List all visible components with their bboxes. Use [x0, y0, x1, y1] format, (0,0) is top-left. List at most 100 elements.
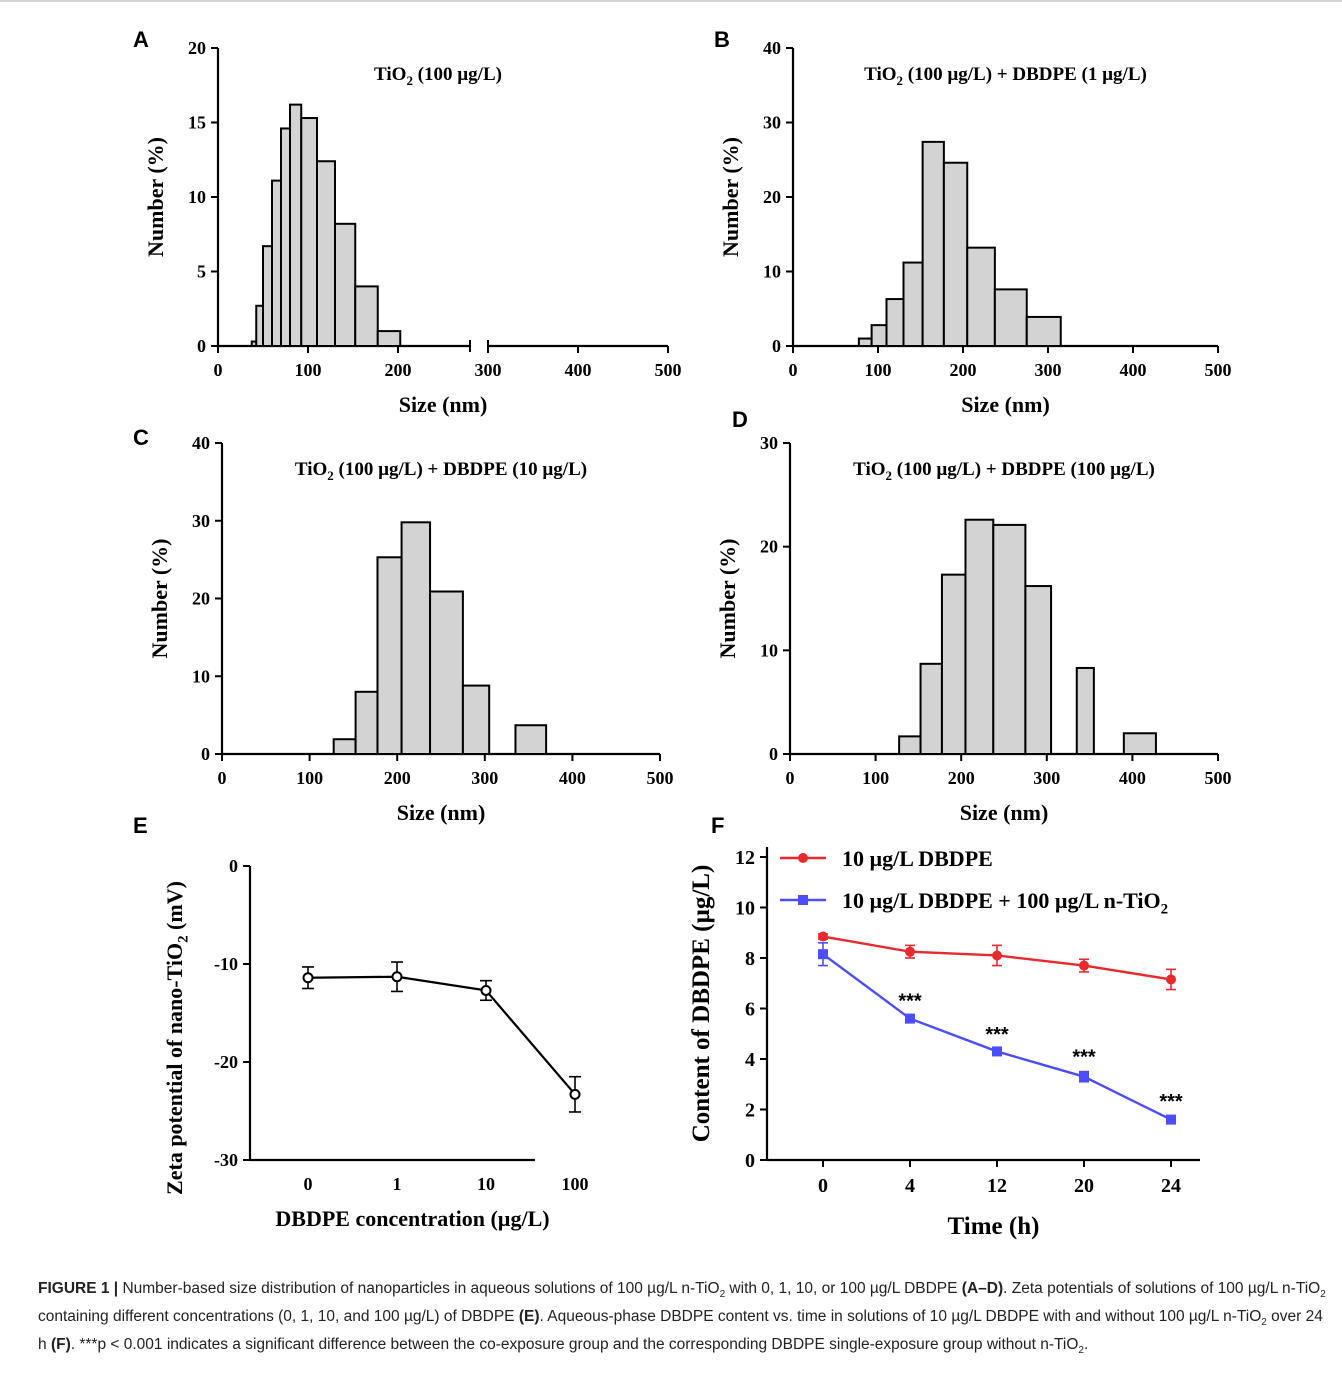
histogram-bar [514, 724, 548, 755]
y-tick-label: 0 [201, 744, 210, 764]
x-tick-label: 300 [471, 768, 498, 788]
data-point [905, 946, 915, 957]
data-point [992, 950, 1002, 961]
y-tick-label: 10 [763, 262, 781, 282]
x-tick-label: 200 [385, 360, 412, 380]
panel-letter: E [133, 813, 148, 838]
histogram-bar [354, 285, 379, 347]
x-tick-label: 300 [1035, 360, 1062, 380]
histogram-bar [271, 179, 282, 347]
x-tick-label: 0 [214, 360, 223, 380]
y-tick-label: 2 [745, 1100, 755, 1122]
y-tick-label: 0 [769, 744, 778, 764]
y-tick-label: 0 [772, 336, 781, 356]
x-tick-label: 300 [1033, 768, 1060, 788]
data-point [569, 1088, 581, 1100]
significance-marker: *** [1159, 1091, 1183, 1113]
panel-e: E 0 -10 -20 -30 0 1 10 100 DBDPE concentration (µ… [133, 813, 589, 1231]
y-tick-label: 6 [745, 999, 755, 1021]
histogram-bar [376, 556, 403, 755]
y-tick-label: 30 [192, 511, 210, 531]
caption-text-7: . ***p < 0.001 indicates a significant d… [70, 1336, 1079, 1354]
histogram-bar [1025, 315, 1062, 348]
caption-sub-2: 2 [1320, 1289, 1326, 1301]
panel-letter: C [133, 425, 149, 450]
histogram-bar [857, 337, 873, 347]
histogram-bar [870, 324, 888, 348]
panel-letter: B [714, 27, 730, 52]
chart-title: TiO2​ (100 µg/L) [374, 64, 502, 88]
x-axis-label: Size (nm) [960, 800, 1049, 825]
x-axis-label: Size (nm) [399, 392, 488, 417]
x-tick-label: 100 [296, 768, 323, 788]
histogram-bar [429, 590, 464, 755]
y-tick-label: 20 [188, 38, 206, 58]
data-point [1166, 974, 1176, 985]
x-tick-label: 100 [865, 360, 892, 380]
x-tick-label: 0 [789, 360, 798, 380]
histogram-bar [885, 298, 905, 348]
y-axis-label: Content of DBDPE (µg/L) [688, 865, 715, 1143]
x-tick-label: 24 [1161, 1175, 1181, 1197]
histogram-bar [921, 140, 945, 347]
y-tick-label: 20 [763, 187, 781, 207]
x-tick-label: 400 [1119, 768, 1146, 788]
histogram-bar [1075, 666, 1095, 755]
y-axis-label: Number (%) [718, 137, 743, 257]
caption-text-4: containing different concentrations (0, … [38, 1308, 519, 1326]
histogram-bar [992, 523, 1027, 755]
x-tick-label: 0 [218, 768, 227, 788]
x-tick-label: 300 [475, 360, 502, 380]
histogram-bar [942, 161, 969, 347]
x-tick-label: 20 [1074, 1175, 1094, 1197]
caption-text-5: . Aqueous-phase DBDPE content vs. time i… [539, 1308, 1262, 1326]
histogram-bar [400, 521, 432, 755]
y-axis-label: Number (%) [143, 137, 168, 257]
y-tick-label: 30 [760, 433, 778, 453]
y-tick-label: 0 [745, 1150, 755, 1172]
data-point [1079, 960, 1089, 971]
x-tick-label: 0 [818, 1175, 828, 1197]
histogram-bar [280, 127, 291, 347]
series-line [307, 975, 576, 1096]
y-tick-label: 15 [188, 113, 206, 133]
histogram-bar [940, 573, 967, 756]
data-point [818, 949, 828, 960]
caption-figure-label: FIGURE 1 | [38, 1280, 119, 1297]
y-axis-label: Zeta potential of nano-TiO2​ (mV) [162, 881, 192, 1195]
y-tick-label: 12 [735, 847, 755, 869]
y-tick-label: -20 [214, 1052, 238, 1072]
y-tick-label: 10 [192, 666, 210, 686]
histogram-bar [376, 330, 402, 348]
histogram-bar [461, 684, 491, 756]
x-tick-label: 400 [559, 768, 586, 788]
x-tick-label: 500 [655, 360, 682, 380]
caption-text-8: . [1083, 1336, 1089, 1354]
y-tick-label: 10 [760, 640, 778, 660]
histogram-bar [316, 160, 336, 347]
histogram-bar [966, 246, 996, 347]
legend-marker [798, 853, 808, 863]
panel-letter: F [711, 813, 724, 838]
y-tick-label: 30 [763, 113, 781, 133]
significance-marker: *** [985, 1024, 1009, 1046]
caption-text-2: with 0, 1, 10, or 100 µg/L DBDPE [725, 1280, 962, 1297]
x-tick-label: 100 [562, 1174, 589, 1194]
panel-letter: D [732, 407, 748, 432]
legend-label: 10 µg/L DBDPE + 100 µg/L n-TiO2​ [842, 888, 1168, 918]
caption-text-1: Number-based size distribution of nanopa… [118, 1280, 720, 1297]
x-tick-label: 500 [1205, 360, 1232, 380]
figure-caption: FIGURE 1 | Number-based size distributio… [38, 1278, 1328, 1362]
significance-marker: *** [898, 991, 922, 1013]
x-tick-label: 100 [862, 768, 889, 788]
y-tick-label: 4 [745, 1049, 755, 1071]
legend-marker [798, 895, 808, 905]
x-tick-label: 500 [1205, 768, 1232, 788]
data-point [818, 931, 828, 942]
histogram-bar [964, 518, 995, 755]
x-tick-label: 500 [647, 768, 674, 788]
